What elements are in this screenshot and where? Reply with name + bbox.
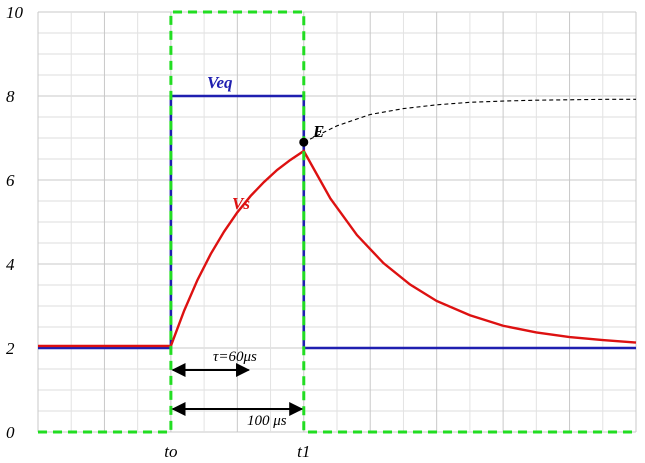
arrows-group bbox=[171, 363, 304, 416]
series-group bbox=[38, 10, 637, 434]
duration-label: 100 μs bbox=[247, 413, 287, 429]
point-marker bbox=[299, 137, 309, 147]
series-line-pulse-window bbox=[38, 10, 636, 434]
x-tick-label: t1 bbox=[297, 442, 310, 461]
y-tick-label: 4 bbox=[6, 255, 15, 274]
series-line-veq bbox=[38, 94, 636, 350]
series-line-vs bbox=[38, 149, 637, 348]
tau-label: τ=60μs bbox=[213, 349, 257, 365]
vs-label: Vs bbox=[232, 194, 250, 213]
y-tick-label: 8 bbox=[6, 87, 15, 106]
y-tick-label: 2 bbox=[6, 339, 15, 358]
series-line-asymptote bbox=[303, 98, 636, 143]
y-axis-ticks: 0 2 4 6 8 10 bbox=[6, 3, 24, 442]
points-group bbox=[299, 137, 309, 147]
x-tick-label: to bbox=[164, 442, 177, 461]
grid bbox=[37, 11, 637, 433]
veq-label: Veq bbox=[207, 73, 233, 92]
y-tick-label: 6 bbox=[6, 171, 15, 190]
y-tick-label: 0 bbox=[6, 423, 15, 442]
point-e-label: E bbox=[312, 122, 324, 141]
x-axis-ticks: to t1 bbox=[164, 442, 310, 461]
y-tick-label: 10 bbox=[6, 3, 24, 22]
